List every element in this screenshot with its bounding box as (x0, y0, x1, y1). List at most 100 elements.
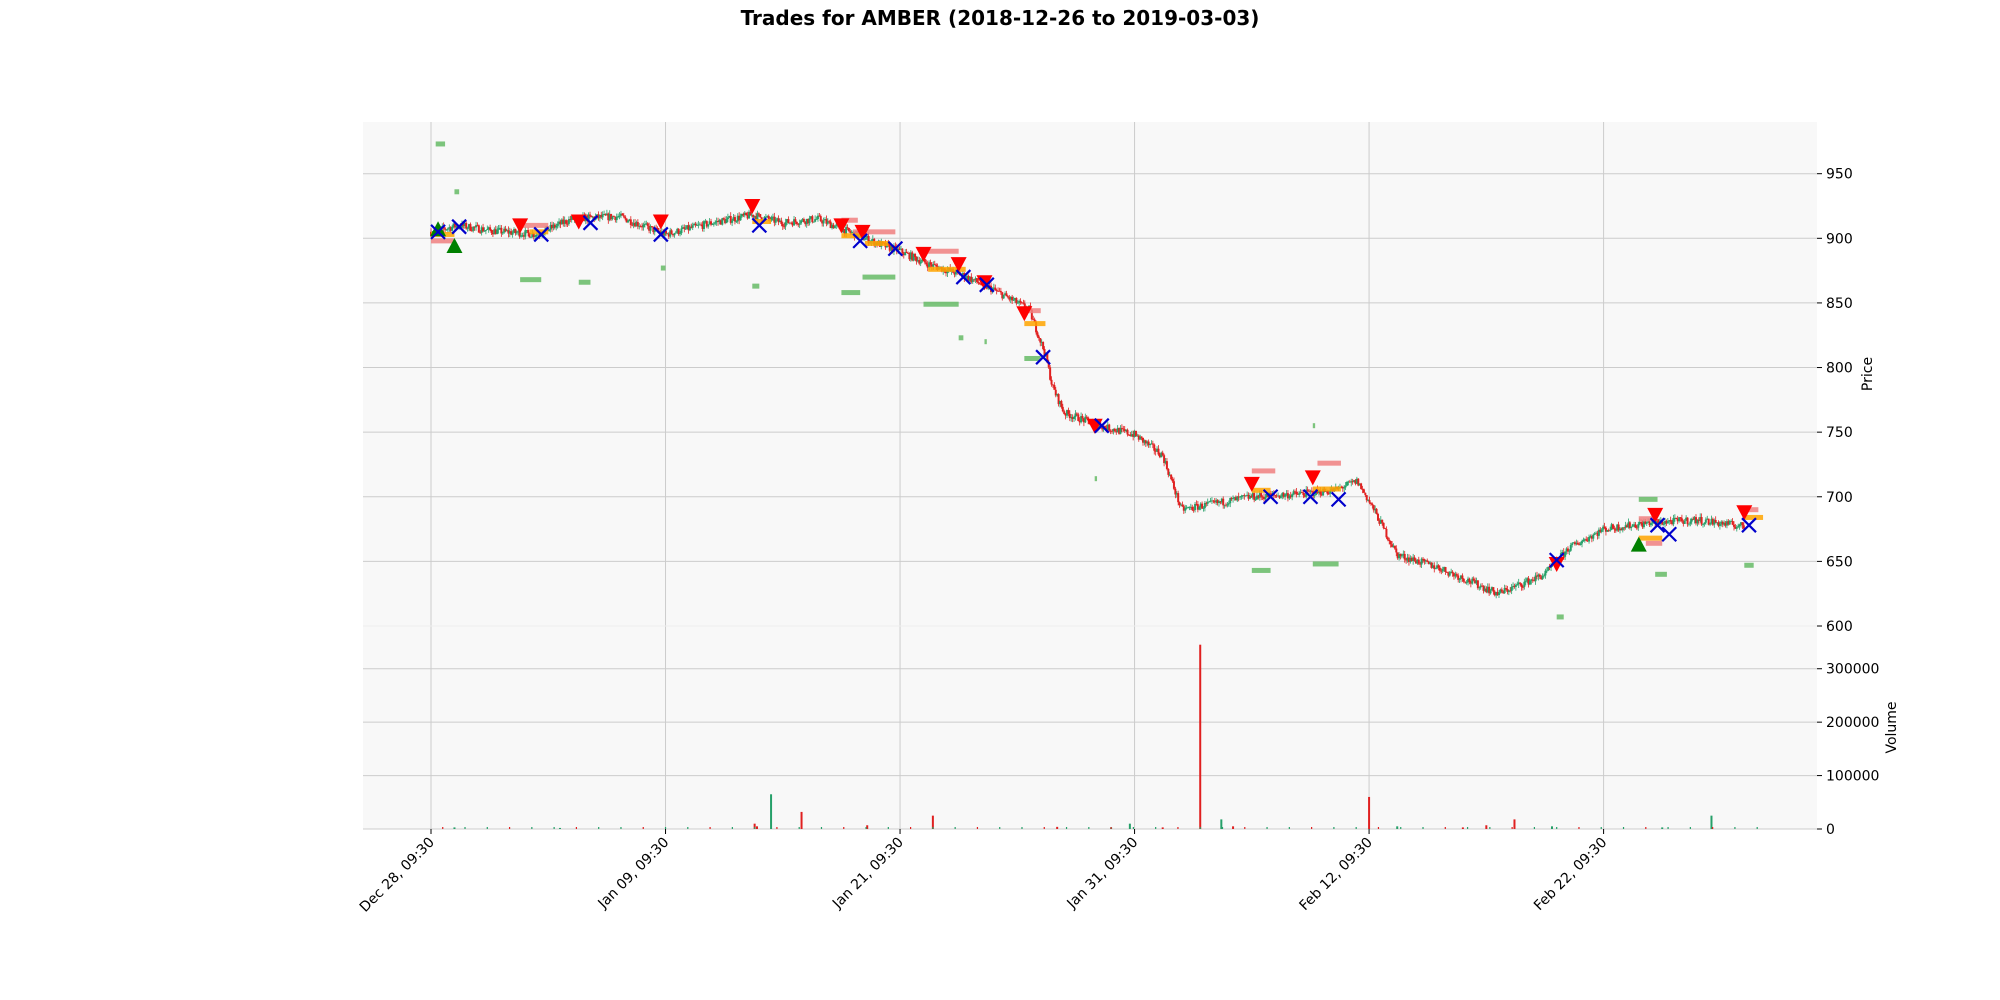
candle-body (1678, 517, 1681, 522)
candle-body (1410, 557, 1413, 561)
candle-body (1604, 527, 1607, 532)
candle-body (804, 221, 807, 225)
candle-body (1073, 416, 1076, 419)
candle-body (1613, 528, 1616, 530)
candle-body (1492, 587, 1495, 592)
price-tick-label: 700 (1826, 490, 1853, 506)
candle-body (1655, 519, 1658, 524)
profit-level (660, 265, 666, 271)
volume-bar (1177, 827, 1179, 829)
candle-body (1682, 521, 1685, 524)
candle-body (694, 223, 697, 226)
candle-body (916, 260, 919, 262)
candle-body (1353, 480, 1356, 482)
volume-bar (1110, 827, 1112, 829)
candle-body (480, 227, 483, 233)
candle-body (690, 226, 693, 228)
candle-body (722, 218, 725, 220)
candle-body (1543, 575, 1546, 577)
candle-body (1018, 300, 1021, 303)
candle-body (1398, 554, 1401, 559)
candle-body (1523, 581, 1526, 588)
candle-body (863, 239, 866, 241)
candle-body (1616, 524, 1619, 531)
candle-body (1445, 571, 1448, 573)
candle-body (1192, 509, 1195, 511)
candle-body (517, 230, 520, 233)
candle-body (1171, 479, 1174, 482)
profit-level (1638, 496, 1658, 502)
candle-body (1012, 299, 1015, 301)
candle-body (513, 229, 516, 233)
candle-body (833, 225, 836, 229)
volume-bar (1311, 827, 1313, 829)
candle-body (563, 220, 566, 224)
candle-body (1350, 481, 1353, 483)
candle-body (534, 236, 537, 238)
candle-body (1013, 298, 1016, 300)
x-tick-label: Jan 31, 09:30 (1064, 835, 1142, 913)
candle-body (1441, 569, 1444, 572)
candle-body (1201, 503, 1204, 509)
candle-body (1661, 520, 1664, 525)
candle-body (1113, 428, 1116, 432)
candle-body (1112, 428, 1115, 432)
candle-body (904, 252, 907, 256)
candle-body (1346, 481, 1349, 486)
candle-body (444, 228, 447, 230)
volume-tick-label: 200000 (1826, 715, 1879, 731)
candle-body (929, 262, 932, 265)
volume-tick-label: 0 (1826, 822, 1835, 838)
candle-body (1116, 428, 1119, 433)
candle-body (1611, 524, 1614, 529)
candle-body (1718, 523, 1721, 526)
candle-body (601, 214, 604, 218)
volume-bar (800, 811, 803, 829)
candle-body (902, 253, 905, 256)
candle-body (1278, 495, 1281, 498)
candle-body (1217, 501, 1220, 503)
candle-body (1623, 527, 1626, 529)
candle-body (483, 230, 486, 232)
candle-body (1142, 437, 1145, 443)
candle-body (1720, 521, 1723, 524)
candle-body (489, 227, 492, 231)
candle-body (891, 246, 894, 252)
sell-marker (1304, 470, 1321, 486)
exit-marker (533, 226, 550, 243)
candle-body (1417, 559, 1420, 564)
candle-body (515, 232, 518, 234)
profit-level (520, 277, 542, 283)
candle-body (1327, 493, 1330, 495)
candle-body (1388, 539, 1391, 542)
exit-marker (1330, 491, 1347, 508)
candle-body (905, 252, 908, 253)
candle-body (1424, 560, 1427, 562)
candle-body (1022, 302, 1025, 304)
candle-body (1513, 585, 1516, 587)
candle-body (1158, 454, 1161, 458)
candle-body (745, 212, 748, 215)
exit-marker (751, 217, 768, 234)
candle-body (1206, 502, 1209, 504)
candle-body (921, 259, 924, 262)
candle-body (1303, 495, 1306, 497)
candle-body (1414, 560, 1417, 564)
candle-body (605, 213, 608, 216)
candle-body (780, 220, 783, 225)
candle-body (1590, 536, 1593, 539)
candle-body (1170, 474, 1173, 480)
candle-body (786, 219, 789, 223)
candle-body (638, 226, 641, 228)
candle-body (802, 219, 805, 222)
candle-body (1727, 521, 1730, 525)
candle-body (1191, 506, 1194, 510)
candle-body (1702, 523, 1705, 525)
candle-body (966, 276, 969, 279)
candle-body (1731, 521, 1734, 525)
candle-body (1125, 429, 1128, 432)
candle-body (1602, 526, 1605, 530)
candle-body (1732, 524, 1735, 527)
candle-body (524, 230, 527, 237)
candle-body (1656, 519, 1659, 523)
